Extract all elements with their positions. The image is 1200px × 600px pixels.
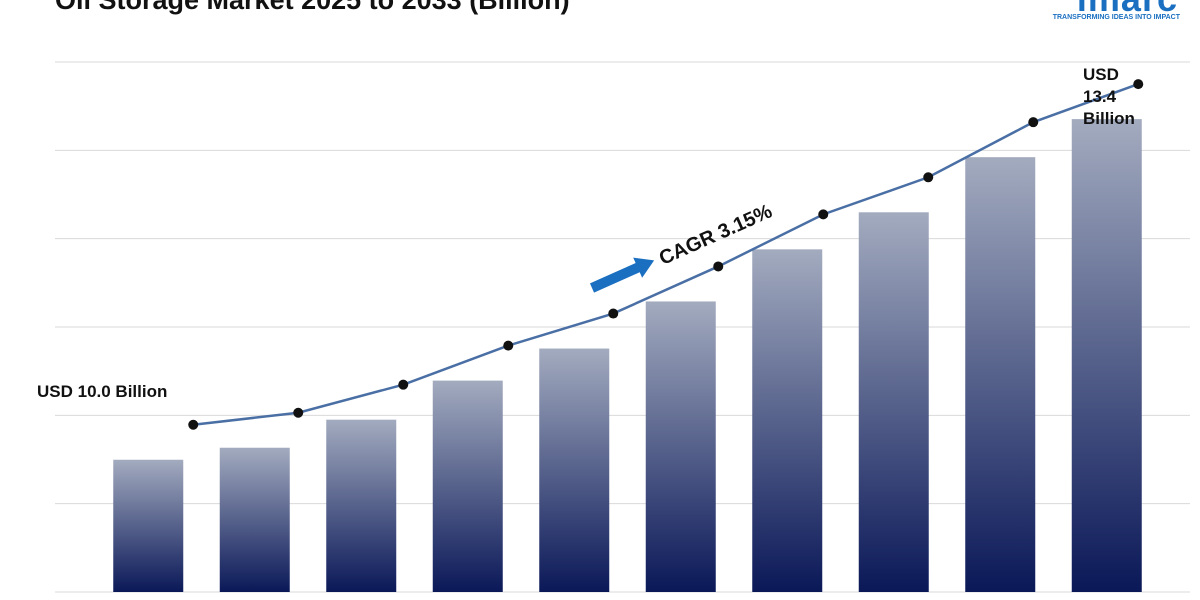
bar bbox=[113, 459, 184, 592]
chart-title: Oil Storage Market 2025 to 2033 (Billion… bbox=[55, 0, 570, 15]
value-label: USD 10.0 Billion bbox=[37, 382, 168, 401]
marker bbox=[713, 261, 724, 272]
bar bbox=[858, 212, 929, 592]
logo: imarc bbox=[1077, 0, 1178, 20]
bar bbox=[219, 447, 290, 592]
marker bbox=[1133, 79, 1144, 90]
marker bbox=[608, 308, 619, 319]
bar bbox=[645, 301, 716, 592]
cagr: CAGR 3.15% bbox=[589, 200, 776, 293]
trend-line bbox=[193, 82, 1139, 426]
logo-tagline: TRANSFORMING IDEAS INTO IMPACT bbox=[1052, 14, 1180, 21]
bar bbox=[326, 419, 397, 592]
marker bbox=[398, 379, 409, 390]
marker bbox=[1028, 117, 1039, 128]
marker bbox=[818, 209, 829, 220]
arrow-body bbox=[589, 262, 642, 293]
bar bbox=[965, 157, 1036, 593]
marker bbox=[503, 340, 514, 351]
marker bbox=[923, 172, 934, 183]
arrow-head bbox=[633, 257, 655, 278]
marker bbox=[293, 407, 304, 418]
bar bbox=[1071, 119, 1142, 592]
marker bbox=[188, 419, 199, 430]
value-label: USD 13.4 Billion bbox=[1083, 65, 1135, 128]
bar bbox=[432, 380, 503, 592]
bar bbox=[539, 348, 610, 592]
bar bbox=[752, 249, 823, 592]
